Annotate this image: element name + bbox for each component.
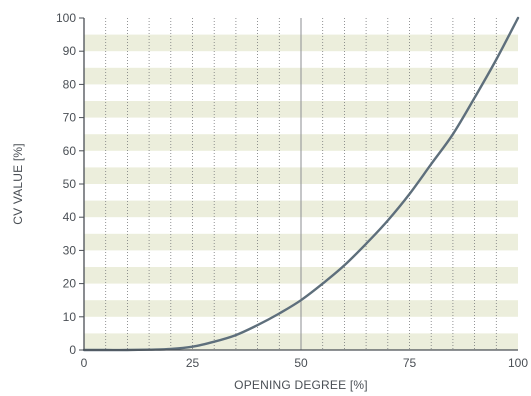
y-tick-label: 20 [63, 277, 77, 291]
y-tick-label: 10 [63, 310, 77, 324]
y-tick-label: 80 [63, 77, 77, 91]
x-tick-label: 0 [81, 356, 88, 370]
y-tick-label: 90 [63, 44, 77, 58]
y-tick-label: 60 [63, 144, 77, 158]
y-tick-label: 100 [56, 11, 76, 25]
y-tick-label: 70 [63, 111, 77, 125]
y-tick-label: 40 [63, 210, 77, 224]
x-tick-labels: 0 25 50 75 100 [81, 356, 529, 370]
x-tick-label: 50 [294, 356, 308, 370]
y-axis-title: CV VALUE [%] [11, 143, 25, 225]
x-axis-title: OPENING DEGREE [%] [234, 378, 368, 392]
x-tick-label: 100 [508, 356, 528, 370]
y-tick-label: 30 [63, 243, 77, 257]
y-tick-label: 50 [63, 177, 77, 191]
x-tick-label: 25 [186, 356, 200, 370]
y-tick-label: 0 [69, 343, 76, 357]
y-tick-labels: 0 10 20 30 40 50 60 70 80 90 100 [56, 11, 84, 357]
x-tick-label: 75 [403, 356, 417, 370]
vertical-gridlines [105, 18, 497, 350]
